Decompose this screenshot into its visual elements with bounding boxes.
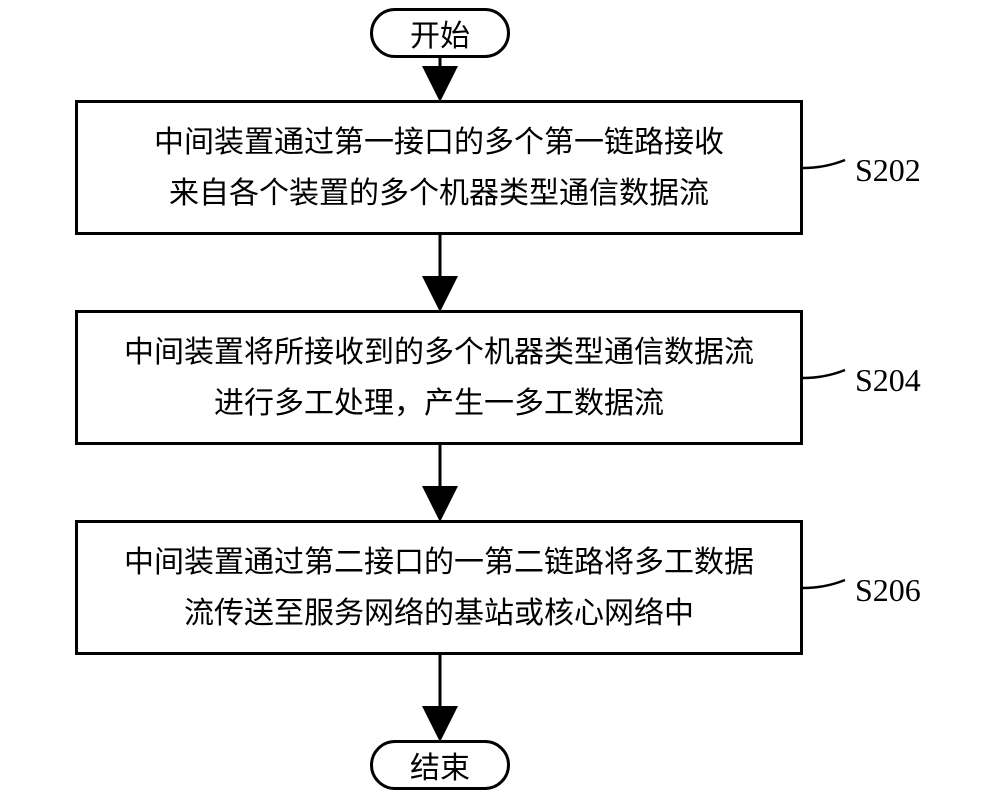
step-s206-text: 中间装置通过第二接口的一第二链路将多工数据 流传送至服务网络的基站或核心网络中 xyxy=(124,537,754,639)
step-s202-label: S202 xyxy=(855,152,921,189)
start-terminal: 开始 xyxy=(370,8,510,58)
step-s204: 中间装置将所接收到的多个机器类型通信数据流 进行多工处理，产生一多工数据流 xyxy=(75,310,803,445)
step-s202-text: 中间装置通过第一接口的多个第一链路接收 来自各个装置的多个机器类型通信数据流 xyxy=(154,117,724,219)
step-s206-label: S206 xyxy=(855,572,921,609)
step-s204-label: S204 xyxy=(855,362,921,399)
step-s204-text: 中间装置将所接收到的多个机器类型通信数据流 进行多工处理，产生一多工数据流 xyxy=(124,327,754,429)
end-terminal: 结束 xyxy=(370,740,510,790)
step-s202: 中间装置通过第一接口的多个第一链路接收 来自各个装置的多个机器类型通信数据流 xyxy=(75,100,803,235)
start-label: 开始 xyxy=(410,11,470,55)
end-label: 结束 xyxy=(410,743,470,787)
step-s206: 中间装置通过第二接口的一第二链路将多工数据 流传送至服务网络的基站或核心网络中 xyxy=(75,520,803,655)
